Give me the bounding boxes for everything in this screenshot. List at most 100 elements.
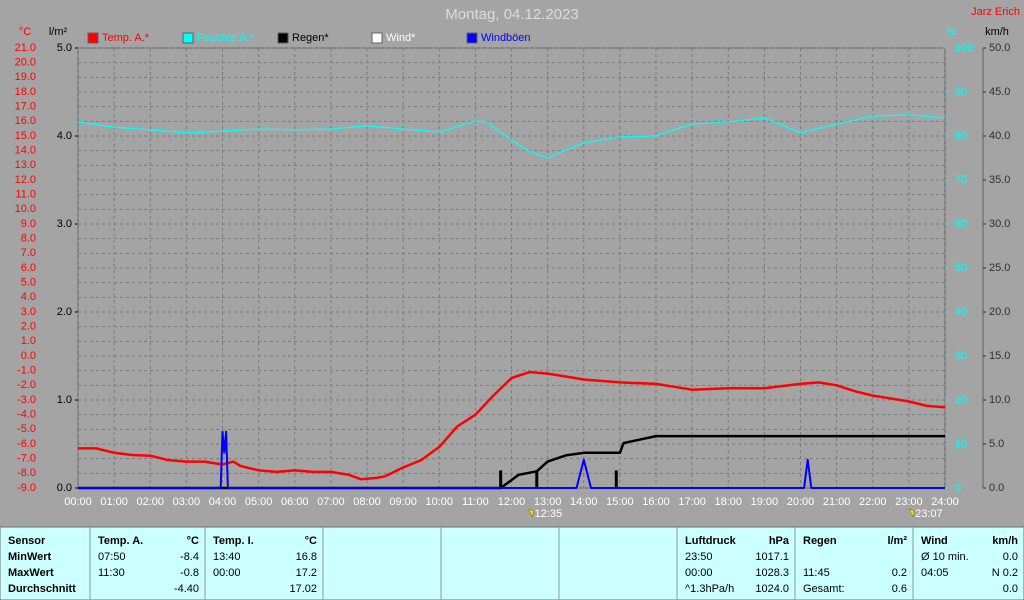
x-tick-label: 03:00 <box>173 496 201 508</box>
x-tick-label: 17:00 <box>678 496 706 508</box>
y2-tick-label: 0.0 <box>57 482 72 494</box>
legend-swatch <box>182 32 194 44</box>
y-tick-label: -4.0 <box>17 409 36 421</box>
series-line <box>77 114 946 159</box>
x-tick-label: 02:00 <box>136 496 164 508</box>
table-value: 0.0 <box>1003 551 1018 563</box>
x-tick-label: 10:00 <box>425 496 453 508</box>
table-unit: km/h <box>992 535 1018 547</box>
y4-tick-label: 40.0 <box>989 130 1010 142</box>
y4-tick-label: 35.0 <box>989 174 1010 186</box>
series-line <box>78 434 945 490</box>
rain-bar <box>499 470 503 488</box>
y3-tick-label: 0 <box>955 482 961 494</box>
x-tick-label: 01:00 <box>100 496 128 508</box>
y2-tick-label: 5.0 <box>57 42 72 54</box>
y3-tick-label: 60 <box>955 218 967 230</box>
y-tick-label: 17.0 <box>15 101 36 113</box>
table-value: 0.2 <box>892 567 907 579</box>
x-tick-label: 14:00 <box>570 496 598 508</box>
y3-tick-label: 30 <box>955 350 967 362</box>
y-tick-label: 21.0 <box>15 42 36 54</box>
y-tick-label: -9.0 <box>17 482 36 494</box>
y2-tick-label: 1.0 <box>57 394 72 406</box>
y-tick-label: 5.0 <box>21 277 36 289</box>
table-row-label: Durchschnitt <box>8 583 76 595</box>
table-value: 0.0 <box>1003 583 1018 595</box>
annotation-icon <box>528 508 534 518</box>
y-tick-label: -1.0 <box>17 365 36 377</box>
table-background <box>0 526 1024 600</box>
legend-label: Temp. A.* <box>102 32 150 44</box>
y3-tick-label: 70 <box>955 174 967 186</box>
table-time: 07:50 <box>98 551 126 563</box>
y4-tick-label: 50.0 <box>989 42 1010 54</box>
table-value: 17.2 <box>296 567 317 579</box>
y-tick-label: -6.0 <box>17 438 36 450</box>
table-row-label: MaxWert <box>8 567 54 579</box>
y-tick-label: 4.0 <box>21 291 36 303</box>
y-tick-label: 7.0 <box>21 247 36 259</box>
table-unit: °C <box>187 535 199 547</box>
table-time: Gesamt: <box>803 583 845 595</box>
x-tick-label: 12:00 <box>498 496 526 508</box>
table-value: 1017.1 <box>755 551 789 563</box>
legend-swatch <box>277 32 289 44</box>
legend-swatch <box>466 32 478 44</box>
table-time: 11:30 <box>98 567 125 579</box>
y2-tick-label: 3.0 <box>57 218 72 230</box>
y-axis-unit: °C <box>19 26 31 38</box>
table-value: 16.8 <box>296 551 317 563</box>
table-row-label: MinWert <box>8 551 52 563</box>
x-tick-label: 11:00 <box>462 496 489 508</box>
x-tick-label: 07:00 <box>317 496 345 508</box>
y3-tick-label: 40 <box>955 306 967 318</box>
annotation-label: 12:35 <box>535 508 563 520</box>
y-tick-label: 6.0 <box>21 262 36 274</box>
y-tick-label: 9.0 <box>21 218 36 230</box>
y4-tick-label: 15.0 <box>989 350 1010 362</box>
x-tick-label: 15:00 <box>606 496 634 508</box>
x-tick-label: 18:00 <box>714 496 742 508</box>
y3-tick-label: 100 <box>955 42 973 54</box>
table-time: 00:00 <box>213 567 241 579</box>
table-header: Luftdruck <box>685 535 737 547</box>
y-tick-label: 18.0 <box>15 86 36 98</box>
legend-label: Feuchte A.* <box>197 32 255 44</box>
table-time: 23:50 <box>685 551 713 563</box>
table-time: 00:00 <box>685 567 713 579</box>
y-tick-label: 16.0 <box>15 115 36 127</box>
table-header: Temp. A. <box>98 535 143 547</box>
series-line <box>78 370 946 481</box>
table-header: Sensor <box>8 535 46 547</box>
table-value: 0.6 <box>892 583 907 595</box>
y-tick-label: -2.0 <box>17 379 36 391</box>
y-tick-label: 12.0 <box>15 174 36 186</box>
legend-swatch <box>371 32 383 44</box>
table-value: -0.8 <box>180 567 199 579</box>
y4-tick-label: 5.0 <box>989 438 1004 450</box>
legend-swatch <box>87 32 99 44</box>
legend-label: Windböen <box>481 32 531 44</box>
y4-tick-label: 10.0 <box>989 394 1010 406</box>
y-tick-label: -3.0 <box>17 394 36 406</box>
y-tick-label: 13.0 <box>15 159 36 171</box>
x-tick-label: 04:00 <box>209 496 237 508</box>
rain-bar <box>614 470 618 488</box>
y3-tick-label: 50 <box>955 262 967 274</box>
y-tick-label: 10.0 <box>15 203 36 215</box>
y3-axis-unit: % <box>946 26 956 38</box>
y4-tick-label: 30.0 <box>989 218 1010 230</box>
x-tick-label: 05:00 <box>245 496 273 508</box>
y3-tick-label: 10 <box>955 438 967 450</box>
table-separators <box>89 527 914 600</box>
y-tick-label: 11.0 <box>15 189 36 201</box>
y3-tick-label: 80 <box>955 130 967 142</box>
chart-title: Montag, 04.12.2023 <box>445 6 578 23</box>
x-tick-label: 21:00 <box>823 496 851 508</box>
y-tick-label: -8.0 <box>17 467 36 479</box>
y4-tick-label: 45.0 <box>989 86 1010 98</box>
x-tick-label: 23:00 <box>895 496 923 508</box>
y2-axis-unit: l/m² <box>49 26 68 38</box>
